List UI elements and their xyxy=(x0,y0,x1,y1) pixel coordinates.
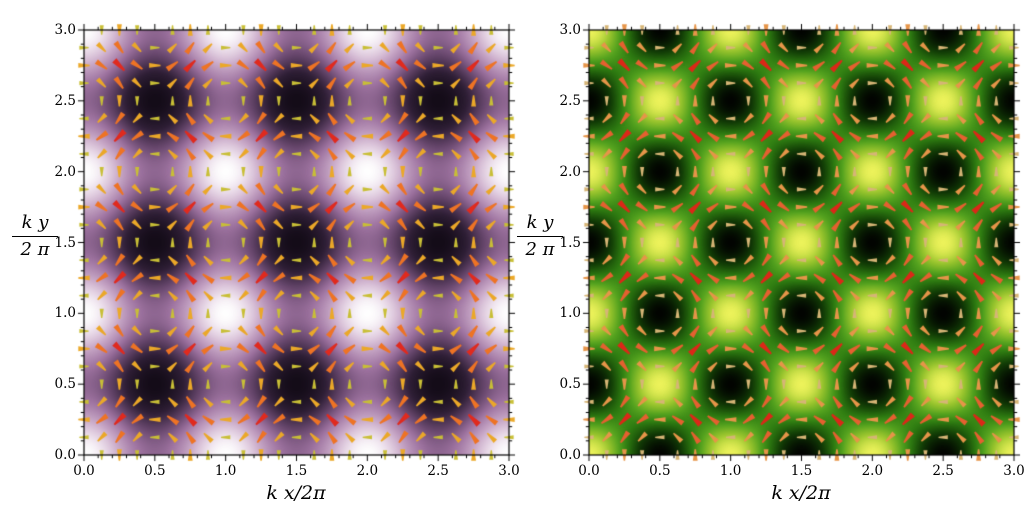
y-tick-label: 3.0 xyxy=(54,22,76,38)
x-tick-label: 1.0 xyxy=(719,463,742,479)
y-axis-label-denominator: 2 π xyxy=(525,238,555,260)
y-tick-label: 1.0 xyxy=(54,305,76,322)
y-tick-label: 2.5 xyxy=(54,92,76,109)
y-tick-label: 0.5 xyxy=(54,376,76,393)
right-x-axis-label: k x/2π xyxy=(771,482,831,504)
y-tick-label: 0.0 xyxy=(559,447,581,463)
y-tick-label: 1.5 xyxy=(559,234,581,251)
y-axis-label-denominator: 2 π xyxy=(20,238,50,260)
x-tick-label: 0.0 xyxy=(73,463,95,479)
x-tick-label: 1.5 xyxy=(285,463,308,479)
y-tick-label: 3.0 xyxy=(559,22,581,38)
x-tick-label: 1.0 xyxy=(214,463,237,479)
y-tick-label: 0.5 xyxy=(559,376,581,393)
x-tick-label: 1.5 xyxy=(790,463,813,479)
y-tick-label: 1.0 xyxy=(559,305,581,322)
x-tick-label: 2.5 xyxy=(932,463,954,479)
left-y-axis-label: k y 2 π xyxy=(12,212,58,260)
y-tick-label: 2.0 xyxy=(559,163,581,180)
y-axis-label-numerator: k y xyxy=(12,212,58,237)
x-tick-label: 0.5 xyxy=(649,463,671,479)
x-tick-label: 3.0 xyxy=(1003,463,1025,479)
x-tick-label: 2.0 xyxy=(356,463,379,479)
y-tick-label: 1.5 xyxy=(54,234,76,251)
right-density-vector-plot xyxy=(576,17,1027,468)
y-tick-label: 2.0 xyxy=(54,163,76,180)
y-tick-label: 0.0 xyxy=(54,447,76,463)
right-y-axis-label: k y 2 π xyxy=(517,212,563,260)
x-tick-label: 2.0 xyxy=(861,463,884,479)
x-tick-label: 2.5 xyxy=(427,463,449,479)
x-tick-label: 0.0 xyxy=(578,463,600,479)
x-tick-label: 0.5 xyxy=(144,463,166,479)
left-density-vector-plot xyxy=(71,17,522,468)
left-x-axis-label: k x/2π xyxy=(266,482,326,504)
y-axis-label-numerator: k y xyxy=(517,212,563,237)
x-tick-label: 3.0 xyxy=(498,463,520,479)
y-tick-label: 2.5 xyxy=(559,92,581,109)
